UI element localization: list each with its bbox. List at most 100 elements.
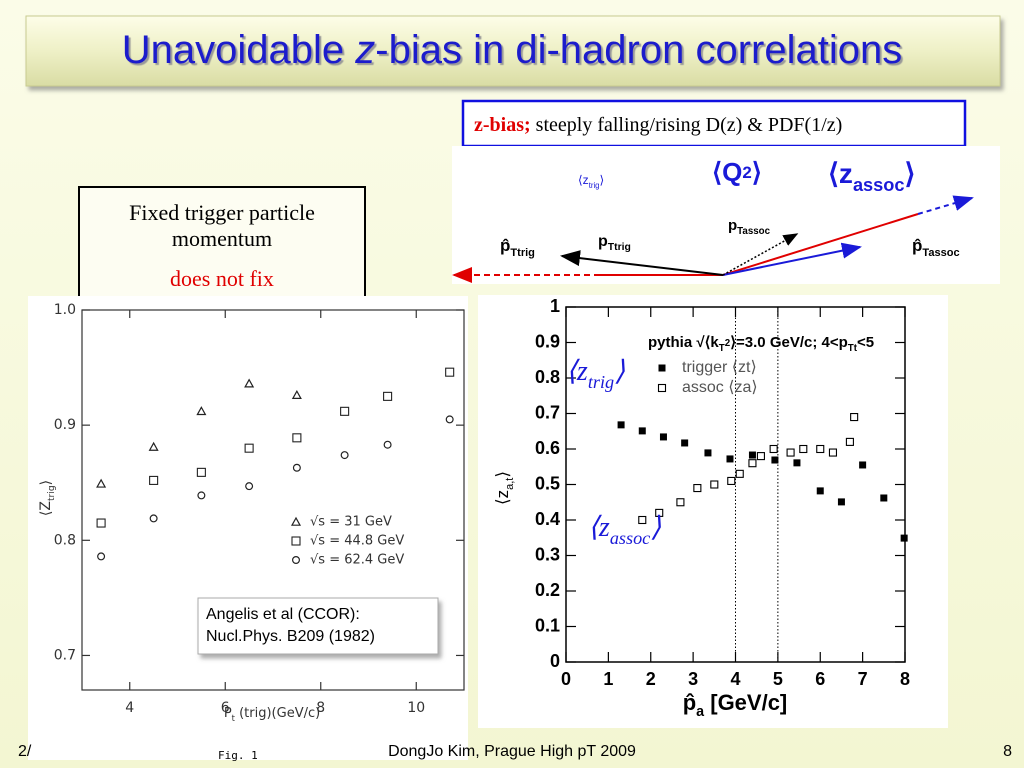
label-p-trig-part: p: [598, 233, 608, 250]
label-p-assoc-part: Tassoc: [737, 226, 770, 237]
marker-filled-square: [837, 498, 845, 506]
zbias-desc: steeply falling/rising D(z) & PDF(1/z): [536, 114, 843, 136]
annotation-part: ⟨z: [588, 512, 610, 543]
arrow-assoc-axis: [722, 213, 919, 276]
marker-open-square: [735, 469, 744, 478]
marker-filled-square: [748, 451, 756, 459]
slide-title: Unavoidable z-bias in di-hadron correlat…: [122, 28, 902, 72]
label-p-hat-trig: p̂Ttrig: [500, 236, 535, 258]
marker-open-square: [96, 518, 106, 528]
legend-label: √s = 31 GeV: [310, 515, 392, 530]
label-p-assoc-part: p: [728, 217, 737, 234]
marker-filled-square: [771, 456, 779, 464]
arrow-p-trig: [560, 250, 724, 276]
note-text: Fixed trigger particle momentum: [129, 200, 315, 251]
y-axis-label-part: ⟩: [493, 471, 512, 478]
legend-label: √s = 62.4 GeV: [310, 553, 404, 568]
y-tick-label: 0.8: [54, 532, 76, 548]
label-q2-part: ⟨Q: [712, 157, 742, 187]
label-q2-part: ⟩: [752, 157, 762, 187]
legend-title: pythia √⟨kT2⟩=3.0 GeV/c; 4<pTt<5: [648, 334, 874, 354]
title-bar: [25, 15, 1001, 87]
label-z-assoc-part: assoc: [853, 175, 905, 195]
marker-filled-square: [859, 461, 867, 469]
left-chart-panel: [28, 296, 468, 760]
y-tick-label: 1: [550, 296, 560, 316]
marker-circle: [149, 514, 158, 523]
marker-open-square: [340, 406, 350, 416]
marker-filled-square: [638, 427, 646, 435]
y-tick-label: 0.9: [535, 331, 560, 351]
note-red-text: does not fix: [170, 266, 274, 291]
legend-title-part: Tt: [848, 343, 858, 354]
title-part: -bias in di-hadron correlations: [375, 28, 902, 72]
marker-filled-square: [900, 534, 908, 542]
x-tick-label: 1: [603, 669, 613, 689]
y-axis-label-part: ⟩: [38, 480, 54, 485]
marker-open-square: [816, 444, 825, 454]
legend-title-part: ⟩=3.0 GeV/c; 4<p: [730, 334, 848, 351]
y-axis-label-part: ⟨Z: [38, 501, 54, 516]
y-tick-label: 0.9: [54, 417, 76, 433]
right-chart-panel: [478, 295, 948, 728]
label-q2-part: 2: [742, 163, 751, 182]
annotation-part: ⟨z: [566, 356, 588, 387]
y-tick-label: 0.5: [535, 473, 560, 493]
legend-title-part: <5: [857, 334, 874, 351]
annotation-part: ⟩: [650, 512, 661, 543]
marker-triangle: [244, 378, 255, 388]
label-z-assoc-part: ⟨z: [828, 158, 853, 189]
marker-open-square: [638, 515, 647, 525]
marker-triangle: [291, 389, 302, 400]
annotation-part: assoc: [610, 528, 650, 548]
marker-circle: [292, 463, 301, 472]
marker-open-square: [196, 467, 206, 477]
footer-page: 8: [1003, 743, 1012, 760]
marker-open-square: [149, 475, 159, 485]
y-tick-label: 0.2: [535, 580, 560, 600]
diagram-panel: [452, 146, 1000, 284]
y-tick-label: 0.1: [535, 615, 560, 635]
label-z-assoc-part: ⟩: [905, 158, 916, 189]
marker-filled-square: [880, 494, 888, 502]
marker-triangle: [290, 516, 302, 526]
x-tick-label: 8: [900, 669, 910, 689]
annotation-box: [197, 597, 439, 655]
title-part: Unavoidable: [122, 28, 356, 72]
marker-filled-square: [658, 364, 666, 372]
x-tick-label: 8: [316, 700, 325, 716]
label-z-trig-part: trig: [589, 181, 600, 190]
y-tick-label: 0.4: [535, 509, 560, 529]
y-axis-label: ⟨Ztrig⟩: [38, 480, 57, 516]
zbias-label: z-bias;: [474, 114, 531, 136]
marker-triangle: [148, 441, 159, 451]
y-tick-label: 1.0: [54, 302, 76, 318]
marker-open-square: [799, 444, 808, 454]
y-axis-label-part: ⟨z: [493, 490, 512, 505]
marker-open-square: [748, 459, 757, 468]
footer-left: 2/: [18, 743, 32, 760]
label-z-assoc: ⟨zassoc⟩: [828, 158, 915, 194]
legend-label: √s = 44.8 GeV: [310, 534, 404, 549]
annotation-part: ⟩: [614, 356, 625, 387]
marker-circle: [445, 415, 454, 424]
marker-open-square: [727, 476, 736, 486]
arrow-assoc-axis-dashed: [917, 195, 974, 215]
x-tick-label: 0: [561, 669, 571, 689]
x-tick-label: 6: [221, 700, 230, 716]
marker-filled-square: [793, 459, 801, 467]
title-part: z: [354, 28, 375, 72]
marker-open-square: [850, 412, 859, 422]
annotation-text: Angelis et al (CCOR):: [206, 606, 360, 623]
legend-title-part: T: [719, 343, 725, 354]
legend-label: trigger ⟨zt⟩: [682, 359, 757, 376]
label-p-hat-trig-part: Ttrig: [510, 247, 535, 259]
y-axis-label-part: a,t: [504, 478, 516, 490]
annotation-part: trig: [588, 372, 614, 392]
arrow-p-assoc-hat: [722, 242, 862, 276]
legend-label: assoc ⟨za⟩: [682, 379, 758, 396]
marker-open-square: [291, 536, 301, 546]
marker-circle: [245, 482, 254, 491]
